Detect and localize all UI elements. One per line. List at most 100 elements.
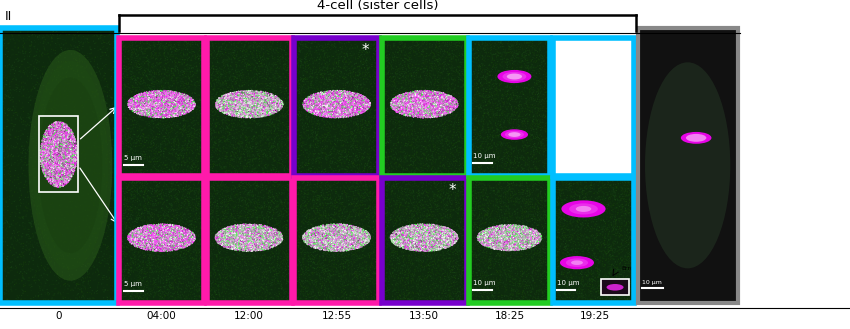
Point [354, 101, 368, 106]
Point [439, 242, 452, 247]
Point [370, 210, 383, 215]
Point [21, 111, 35, 116]
Point [155, 106, 168, 111]
Point [447, 82, 461, 87]
Point [571, 227, 585, 232]
Point [362, 54, 376, 59]
Point [526, 39, 540, 44]
Point [448, 99, 462, 105]
Point [400, 291, 414, 296]
Point [409, 141, 422, 146]
Point [241, 152, 255, 158]
Point [160, 232, 173, 237]
Point [128, 241, 141, 247]
Point [234, 263, 247, 268]
Point [276, 250, 290, 255]
Point [419, 193, 433, 198]
Point [60, 174, 73, 179]
Point [485, 271, 499, 276]
Point [524, 292, 537, 298]
Point [320, 86, 334, 91]
Point [345, 139, 359, 144]
Point [65, 128, 79, 133]
Point [473, 233, 486, 238]
Point [139, 271, 153, 276]
Point [527, 232, 541, 238]
Point [136, 230, 150, 236]
Point [462, 273, 476, 278]
Point [110, 109, 123, 114]
Point [319, 248, 332, 253]
Point [189, 219, 202, 224]
Point [245, 104, 258, 109]
Point [450, 229, 464, 235]
Point [438, 92, 451, 97]
Point [147, 263, 161, 268]
Point [254, 231, 268, 236]
Point [309, 237, 323, 242]
Point [201, 256, 215, 262]
Point [251, 243, 264, 248]
Point [275, 128, 288, 133]
Point [323, 103, 337, 108]
Point [366, 156, 379, 162]
Point [229, 167, 242, 173]
Point [450, 51, 464, 57]
Point [440, 227, 454, 232]
Point [394, 236, 408, 241]
Point [257, 286, 270, 291]
Point [222, 59, 235, 64]
Point [443, 144, 456, 149]
Point [237, 227, 251, 233]
Point [450, 169, 464, 174]
Point [14, 174, 27, 179]
Point [215, 135, 229, 140]
Point [114, 255, 128, 260]
Point [215, 243, 229, 248]
Point [127, 100, 140, 106]
Point [428, 111, 442, 116]
Point [416, 256, 430, 261]
Point [449, 97, 462, 103]
Point [330, 247, 343, 253]
Point [206, 202, 219, 207]
Point [153, 94, 167, 99]
Point [388, 206, 401, 212]
Point [138, 90, 151, 95]
Point [472, 281, 485, 287]
Point [513, 244, 527, 250]
Point [57, 143, 71, 148]
Point [126, 178, 139, 183]
Point [133, 231, 146, 236]
Point [184, 139, 198, 144]
Point [406, 227, 420, 232]
Point [133, 101, 147, 106]
Point [214, 140, 228, 145]
Point [445, 38, 458, 43]
Point [178, 95, 192, 101]
Point [145, 218, 159, 223]
Point [310, 225, 324, 230]
Point [148, 105, 162, 110]
Point [322, 227, 336, 232]
Point [513, 129, 526, 135]
Point [361, 300, 375, 305]
Point [263, 238, 276, 243]
Point [626, 284, 640, 289]
Point [358, 272, 371, 277]
Point [507, 161, 521, 166]
Point [319, 240, 332, 245]
Point [445, 151, 458, 156]
Point [67, 243, 81, 248]
Point [271, 278, 285, 284]
Point [324, 132, 337, 138]
Point [410, 105, 423, 111]
Point [289, 188, 303, 193]
Point [490, 268, 503, 273]
Point [117, 148, 131, 153]
Point [509, 233, 523, 238]
Point [68, 139, 82, 144]
Point [276, 96, 290, 102]
Point [619, 223, 632, 228]
Point [356, 198, 370, 203]
